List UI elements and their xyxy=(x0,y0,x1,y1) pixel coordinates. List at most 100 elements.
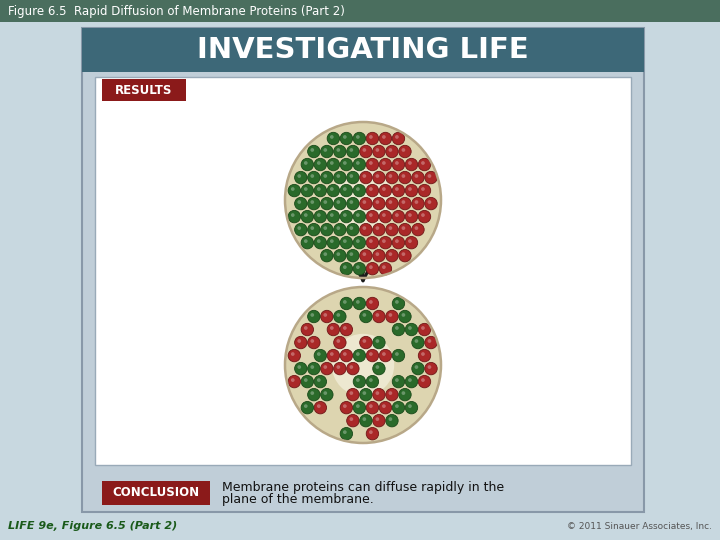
Circle shape xyxy=(408,187,412,191)
Circle shape xyxy=(418,349,431,362)
Circle shape xyxy=(336,174,340,178)
Circle shape xyxy=(362,417,366,421)
Circle shape xyxy=(360,415,372,427)
Circle shape xyxy=(402,200,405,204)
Circle shape xyxy=(320,171,333,184)
Circle shape xyxy=(360,145,372,158)
Circle shape xyxy=(415,365,418,369)
Circle shape xyxy=(425,171,437,184)
Circle shape xyxy=(343,430,347,434)
Circle shape xyxy=(317,404,320,408)
Circle shape xyxy=(376,226,379,230)
Circle shape xyxy=(399,249,411,262)
Circle shape xyxy=(366,298,379,310)
Circle shape xyxy=(285,287,441,443)
Circle shape xyxy=(362,313,366,317)
Circle shape xyxy=(310,226,314,230)
Circle shape xyxy=(317,378,320,382)
Circle shape xyxy=(369,352,373,356)
Circle shape xyxy=(297,226,301,230)
FancyBboxPatch shape xyxy=(95,77,631,465)
Circle shape xyxy=(347,184,379,215)
Circle shape xyxy=(330,239,333,243)
Circle shape xyxy=(360,249,372,262)
Circle shape xyxy=(366,211,379,223)
Circle shape xyxy=(323,252,327,256)
Circle shape xyxy=(317,187,320,191)
Circle shape xyxy=(349,174,354,178)
Circle shape xyxy=(428,200,431,204)
Circle shape xyxy=(354,132,366,145)
Circle shape xyxy=(392,184,405,197)
Circle shape xyxy=(333,249,346,262)
Circle shape xyxy=(347,249,359,262)
Circle shape xyxy=(316,318,410,412)
Circle shape xyxy=(336,339,340,343)
Circle shape xyxy=(349,252,354,256)
Circle shape xyxy=(373,224,385,236)
Circle shape xyxy=(354,298,366,310)
Circle shape xyxy=(336,200,340,204)
Circle shape xyxy=(310,200,314,204)
Circle shape xyxy=(285,122,441,278)
Circle shape xyxy=(392,211,405,223)
Circle shape xyxy=(399,310,411,323)
Circle shape xyxy=(395,404,399,408)
Circle shape xyxy=(382,187,386,191)
Circle shape xyxy=(301,302,426,427)
Circle shape xyxy=(428,174,431,178)
Circle shape xyxy=(317,161,320,165)
Circle shape xyxy=(343,213,347,217)
Circle shape xyxy=(317,239,320,243)
Circle shape xyxy=(356,161,360,165)
Circle shape xyxy=(402,252,405,256)
Circle shape xyxy=(356,352,360,356)
Circle shape xyxy=(412,171,424,184)
Circle shape xyxy=(340,401,353,414)
Circle shape xyxy=(320,224,333,236)
Circle shape xyxy=(366,184,379,197)
Circle shape xyxy=(369,404,373,408)
Circle shape xyxy=(356,265,360,269)
Circle shape xyxy=(343,352,347,356)
Circle shape xyxy=(294,224,307,236)
Circle shape xyxy=(389,313,392,317)
Circle shape xyxy=(408,213,412,217)
Circle shape xyxy=(408,239,412,243)
Circle shape xyxy=(332,169,395,231)
Circle shape xyxy=(366,375,379,388)
Circle shape xyxy=(320,145,333,158)
Circle shape xyxy=(379,211,392,223)
Circle shape xyxy=(323,200,327,204)
Circle shape xyxy=(382,161,386,165)
Circle shape xyxy=(336,148,340,152)
Circle shape xyxy=(421,213,425,217)
Text: RESULTS: RESULTS xyxy=(115,84,173,97)
Circle shape xyxy=(389,252,392,256)
Circle shape xyxy=(369,378,373,382)
Circle shape xyxy=(317,213,320,217)
Circle shape xyxy=(395,352,399,356)
Circle shape xyxy=(395,300,399,304)
Circle shape xyxy=(320,362,333,375)
Circle shape xyxy=(343,187,347,191)
Circle shape xyxy=(333,362,346,375)
FancyBboxPatch shape xyxy=(82,28,644,72)
Circle shape xyxy=(379,184,392,197)
Circle shape xyxy=(376,313,379,317)
Circle shape xyxy=(369,213,373,217)
Circle shape xyxy=(304,378,307,382)
Circle shape xyxy=(307,224,320,236)
Text: LIFE 9e, Figure 6.5 (Part 2): LIFE 9e, Figure 6.5 (Part 2) xyxy=(8,521,177,531)
Circle shape xyxy=(386,388,398,401)
Circle shape xyxy=(301,237,313,249)
Circle shape xyxy=(418,375,431,388)
Circle shape xyxy=(307,362,320,375)
Circle shape xyxy=(392,349,405,362)
Circle shape xyxy=(418,158,431,171)
Circle shape xyxy=(369,265,373,269)
Circle shape xyxy=(405,375,418,388)
Circle shape xyxy=(392,237,405,249)
Circle shape xyxy=(330,135,333,139)
Circle shape xyxy=(314,184,327,197)
